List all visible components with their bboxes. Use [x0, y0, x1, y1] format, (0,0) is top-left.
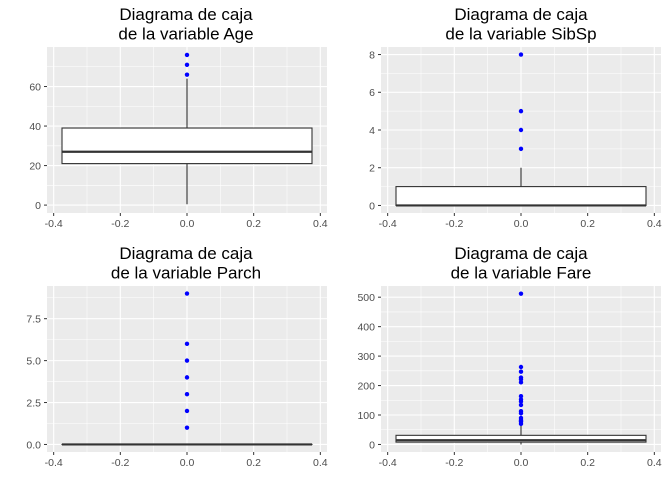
outlier-point: [184, 375, 190, 380]
y-tick-label: 40: [29, 121, 41, 133]
x-tick-label: -0.4: [379, 218, 397, 230]
chart-title-line: de la variable SibSp: [445, 25, 596, 44]
outlier-point: [518, 364, 524, 370]
outlier-point: [184, 72, 190, 77]
y-tick-label: 100: [357, 410, 375, 422]
y-tick-label: 0: [35, 200, 41, 212]
outlier-point: [518, 108, 524, 114]
y-tick-label: 2.5: [26, 397, 41, 409]
outlier-point: [518, 415, 524, 421]
x-tick-label: -0.2: [445, 218, 463, 230]
chart-title-line: de la variable Fare: [451, 264, 592, 283]
box-iqr: [61, 127, 313, 165]
x-tick-label: 0.4: [313, 218, 328, 230]
chart-title-line: de la variable Age: [118, 25, 253, 44]
chart-title-line: Diagrama de caja: [119, 244, 253, 263]
outlier-point: [184, 341, 190, 347]
y-tick-label: 60: [29, 81, 41, 93]
y-tick-label: 500: [357, 292, 375, 304]
chart-title: Diagrama de caja de la variable Fare: [451, 244, 592, 283]
box-iqr: [395, 434, 647, 443]
x-tick-label: 0.2: [246, 457, 261, 469]
x-tick-label: 0.4: [647, 457, 662, 469]
outlier-point: [518, 52, 524, 57]
outlier-point: [518, 408, 524, 414]
chart-title-line: Diagrama de caja: [454, 244, 588, 263]
chart-panel-3: Diagrama de caja de la variable Parch -0.4…: [26, 244, 327, 469]
outlier-point: [518, 146, 524, 152]
chart-title: Diagrama de caja de la variable Parch: [111, 244, 261, 283]
chart-title-line: Diagrama de caja: [454, 5, 588, 24]
outlier-point: [184, 291, 190, 296]
outlier-point: [518, 402, 524, 408]
x-tick-label: -0.4: [45, 457, 63, 469]
chart-panel-2: Diagrama de caja de la variable SibSp -0.4…: [369, 5, 662, 230]
outlier-point: [518, 397, 524, 402]
x-tick-label: 0.4: [647, 218, 662, 230]
x-tick-label: 0.2: [580, 218, 595, 230]
y-tick-label: 0: [369, 200, 375, 212]
outlier-point: [518, 393, 524, 399]
x-tick-label: 0.2: [580, 457, 595, 469]
y-tick-label: 0: [369, 439, 375, 451]
y-tick-label: 20: [29, 160, 41, 172]
x-tick-label: 0.0: [514, 457, 529, 469]
y-tick-label: 300: [357, 351, 375, 363]
y-tick-label: 4: [369, 125, 375, 137]
y-tick-label: 8: [369, 49, 375, 61]
x-tick-label: 0.4: [313, 457, 328, 469]
y-tick-label: 400: [357, 321, 375, 333]
outlier-point: [184, 425, 190, 430]
outlier-point: [518, 369, 524, 374]
y-tick-label: 0.0: [26, 439, 41, 451]
chart-title: Diagrama de caja de la variable SibSp: [445, 5, 596, 44]
outlier-point: [184, 408, 190, 414]
x-tick-label: -0.2: [445, 457, 463, 469]
x-tick-label: 0.2: [246, 218, 261, 230]
x-tick-label: 0.0: [180, 218, 195, 230]
y-tick-label: 7.5: [26, 313, 41, 325]
x-tick-label: -0.4: [379, 457, 397, 469]
x-tick-label: -0.4: [45, 218, 63, 230]
chart-panel-4: Diagrama de caja de la variable Fare -0.4 -…: [357, 244, 661, 469]
outlier-point: [518, 375, 524, 380]
outlier-point: [518, 127, 524, 133]
outlier-point: [184, 52, 190, 58]
chart-title-line: Diagrama de caja: [119, 5, 253, 24]
outlier-point: [184, 391, 190, 397]
x-tick-label: -0.2: [111, 457, 129, 469]
y-tick-label: 2: [369, 163, 375, 175]
x-tick-label: 0.0: [180, 457, 195, 469]
box-iqr: [395, 186, 647, 207]
chart-panel-1: Diagrama de caja de la variable Age -0.4 -0…: [29, 5, 327, 230]
x-tick-label: 0.0: [514, 218, 529, 230]
chart-title: Diagrama de caja de la variable Age: [118, 5, 253, 44]
outlier-point: [184, 358, 190, 363]
y-tick-label: 200: [357, 380, 375, 392]
outlier-point: [518, 291, 524, 296]
y-tick-label: 6: [369, 87, 375, 99]
chart-title-line: de la variable Parch: [111, 264, 261, 283]
x-tick-label: -0.2: [111, 218, 129, 230]
outlier-point: [184, 62, 190, 67]
y-tick-label: 5.0: [26, 355, 41, 367]
